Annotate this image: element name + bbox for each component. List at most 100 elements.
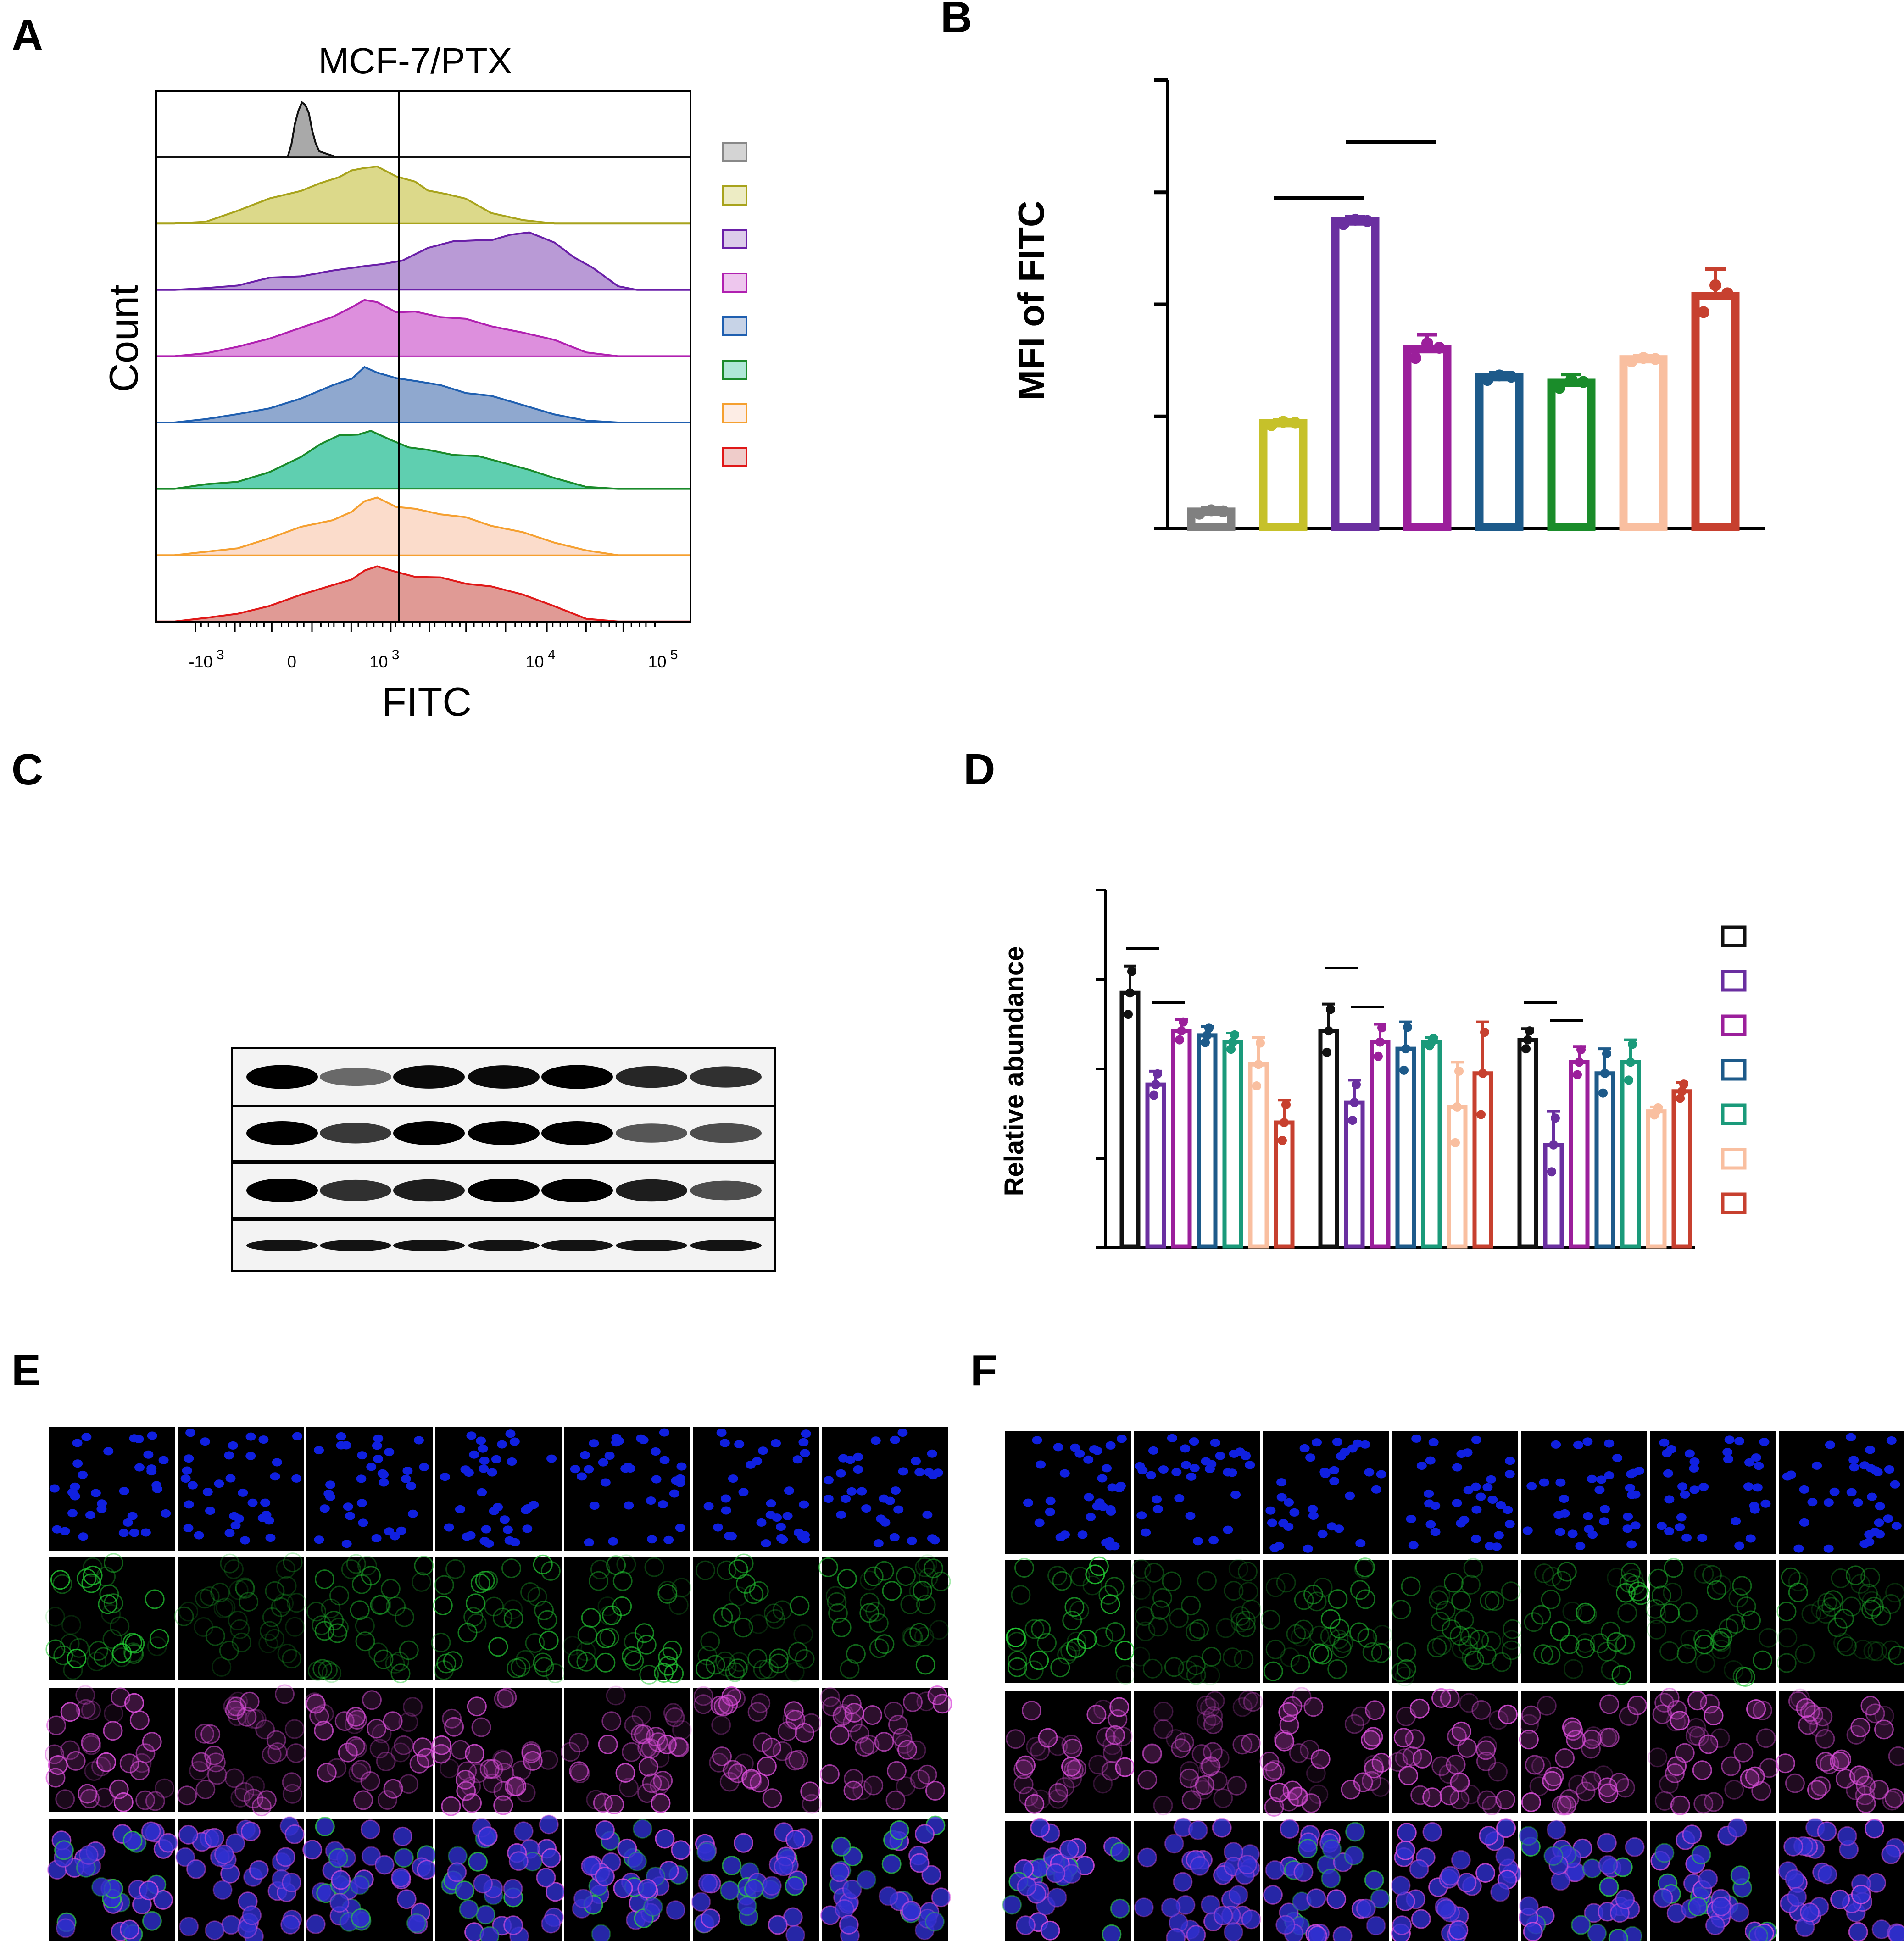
magenta-membrane (1566, 1730, 1586, 1750)
green-membrane (235, 1579, 255, 1599)
nucleus (1471, 1535, 1481, 1543)
magenta-membrane (1804, 1705, 1824, 1725)
merged-cell (1598, 1855, 1618, 1875)
green-membrane (929, 1620, 949, 1640)
nucleus (1849, 1463, 1859, 1472)
magenta-membrane (267, 1742, 288, 1762)
green-membrane (1620, 1563, 1641, 1583)
green-membrane (1024, 1660, 1044, 1680)
d-data-point (1377, 1023, 1386, 1033)
nucleus (1425, 1520, 1436, 1529)
green-membrane (1664, 1558, 1684, 1578)
merged-cell (1237, 1855, 1258, 1874)
bar-abcb1-control (1318, 1002, 1339, 1249)
green-membrane (882, 1581, 902, 1601)
green-membrane (1533, 1644, 1553, 1664)
nucleus (1345, 1491, 1355, 1500)
nucleus (292, 1432, 302, 1440)
nucleus (1189, 1464, 1200, 1473)
magenta-membrane (778, 1721, 798, 1741)
d-legend-item-pph (1721, 970, 1747, 992)
merged-cell (1448, 1920, 1469, 1940)
merged-cell (1817, 1864, 1837, 1885)
green-membrane (1735, 1667, 1755, 1687)
histogram-fill-dios (156, 367, 690, 423)
d-data-point (1454, 1066, 1464, 1076)
micrograph-merge-mbcd (691, 1819, 819, 1941)
magenta-membrane (886, 1761, 907, 1781)
magenta-membrane (1370, 1777, 1391, 1797)
nucleus (897, 1429, 908, 1437)
green-membrane (276, 1559, 296, 1579)
micrograph-cav-1-mbcd (693, 1686, 822, 1814)
green-membrane (329, 1618, 349, 1638)
merged-cell (360, 1819, 380, 1840)
nucleus (1883, 1514, 1893, 1523)
green-membrane (1431, 1585, 1450, 1606)
green-membrane (99, 1584, 119, 1604)
bar-pph (1331, 213, 1380, 531)
merged-cell (1682, 1824, 1702, 1845)
magenta-membrane (1593, 1765, 1614, 1785)
magenta-membrane (441, 1796, 461, 1816)
green-membrane (370, 1595, 390, 1615)
merged-cell (394, 1848, 414, 1868)
magenta-membrane (1363, 1755, 1383, 1775)
green-membrane (1169, 1608, 1189, 1628)
data-point-control (1265, 419, 1277, 431)
green-membrane (1355, 1557, 1375, 1578)
green-membrane (232, 1632, 252, 1652)
legend-item-blank (722, 142, 747, 162)
merged-cell (627, 1852, 647, 1872)
nucleus (1751, 1453, 1761, 1462)
nucleus (379, 1478, 389, 1487)
merged-cell (1864, 1819, 1884, 1839)
nucleus (1059, 1469, 1070, 1478)
green-membrane (259, 1621, 279, 1641)
green-membrane (1150, 1600, 1170, 1620)
green-membrane (1442, 1619, 1462, 1640)
merged-cell (691, 1892, 711, 1912)
magenta-membrane (1785, 1773, 1805, 1793)
nucleus (90, 1489, 101, 1497)
merged-cell (1479, 1826, 1499, 1846)
d-data-point (1476, 1110, 1486, 1119)
micrograph-merge-dios (1391, 1818, 1521, 1941)
green-membrane (1130, 1646, 1150, 1667)
green-membrane (1162, 1571, 1182, 1591)
nucleus (1230, 1491, 1241, 1499)
nucleus (584, 1538, 594, 1547)
green-membrane (1502, 1630, 1522, 1650)
green-membrane (1391, 1600, 1411, 1619)
nucleus (1680, 1490, 1690, 1499)
histogram-line-pph (156, 231, 690, 291)
nucleus (853, 1465, 863, 1474)
micrograph-abcb1-lova (818, 1554, 951, 1680)
data-point-mbcd (1637, 352, 1649, 364)
merged-cell (374, 1855, 395, 1875)
d-data-point (1124, 1010, 1133, 1019)
d-data-point (1628, 1040, 1637, 1049)
nucleus (1575, 1542, 1586, 1550)
nucleus (503, 1525, 513, 1534)
magenta-membrane (1300, 1740, 1319, 1760)
green-membrane (1728, 1588, 1748, 1608)
merged-cell (179, 1916, 199, 1936)
merged-cell (541, 1848, 561, 1868)
nucleus (870, 1436, 881, 1445)
magenta-membrane (1308, 1784, 1329, 1804)
magenta-membrane (512, 1760, 531, 1780)
nucleus (761, 1539, 771, 1548)
green-membrane (224, 1559, 244, 1579)
nucleus (898, 1467, 908, 1476)
magenta-membrane (1667, 1756, 1687, 1776)
magenta-membrane (227, 1706, 247, 1726)
merged-cell (1546, 1819, 1566, 1840)
blot-band (541, 1065, 613, 1089)
green-membrane (606, 1555, 626, 1575)
green-membrane (788, 1642, 808, 1662)
green-membrane (101, 1604, 121, 1624)
green-membrane (533, 1652, 553, 1673)
green-membrane (672, 1578, 691, 1598)
nucleus (469, 1450, 479, 1459)
